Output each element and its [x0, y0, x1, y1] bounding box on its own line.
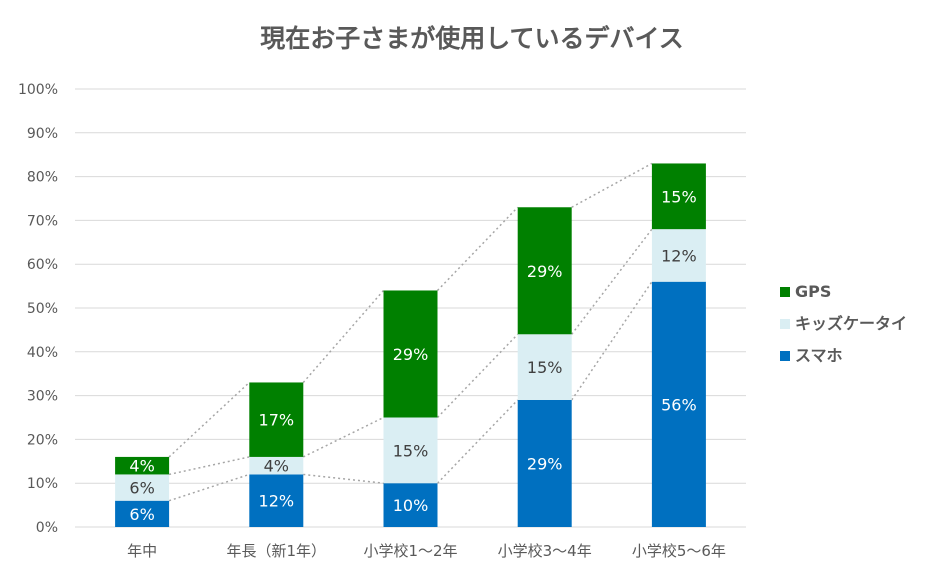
bar-segment [249, 382, 304, 457]
series-line [436, 399, 519, 484]
x-tick-label: 年中 [127, 542, 157, 560]
bar-segment [651, 229, 706, 282]
data-label: 4% [264, 457, 289, 476]
y-tick-label: 80% [27, 170, 58, 186]
series-line [168, 473, 250, 502]
bar-segment [249, 456, 304, 475]
bar-segment [249, 474, 304, 527]
legend-label: GPS [795, 282, 831, 301]
series-line [571, 228, 653, 335]
data-label: 4% [129, 457, 154, 476]
legend-swatch [780, 319, 790, 329]
x-tick-label: 小学校5～6年 [632, 542, 726, 560]
series-line [168, 456, 250, 476]
data-label: 15% [393, 441, 429, 460]
bar-segment [517, 207, 572, 335]
data-label: 15% [661, 187, 697, 206]
data-label: 17% [259, 411, 295, 430]
legend-swatch [780, 351, 790, 361]
y-tick-label: 0% [36, 520, 58, 536]
data-label: 29% [527, 262, 563, 281]
bar-segment [115, 500, 170, 527]
x-tick-label: 年長（新1年） [227, 542, 327, 560]
bar-segment [651, 163, 706, 230]
y-tick-label: 60% [27, 257, 58, 273]
series-line [436, 333, 519, 419]
legend-label: キッズケータイ [795, 314, 907, 333]
bar-segment [383, 483, 438, 527]
series-line [302, 416, 384, 458]
data-label: 6% [129, 479, 154, 498]
legend-label: スマホ [795, 346, 843, 365]
series-line [302, 289, 385, 383]
data-label: 56% [661, 395, 697, 414]
data-label: 29% [393, 345, 429, 364]
series-line [303, 473, 384, 484]
data-label: 12% [259, 492, 295, 511]
data-label: 6% [129, 505, 154, 524]
series-line [168, 381, 250, 458]
chart-title: 現在お子さまが使用しているデバイス [260, 24, 684, 53]
bar-segment [115, 456, 170, 475]
bar-segment [517, 334, 572, 400]
data-label: 10% [393, 496, 429, 515]
bar-segment [517, 399, 572, 527]
bar-segment [651, 281, 706, 527]
series-line [571, 162, 653, 208]
bar-segment [383, 417, 438, 484]
y-tick-label: 20% [27, 432, 58, 448]
data-label: 29% [527, 454, 563, 473]
y-tick-label: 10% [27, 476, 58, 492]
y-tick-label: 100% [18, 82, 58, 98]
series-line [571, 281, 653, 401]
bar-segment [383, 290, 438, 418]
y-tick-label: 70% [27, 213, 58, 229]
y-tick-label: 40% [27, 345, 58, 361]
data-label: 12% [661, 246, 697, 265]
bar-segment [115, 474, 170, 501]
y-tick-label: 30% [27, 389, 58, 405]
legend-swatch [780, 287, 790, 297]
x-tick-label: 小学校3～4年 [498, 542, 592, 560]
x-tick-label: 小学校1～2年 [363, 542, 457, 560]
y-tick-label: 90% [27, 126, 58, 142]
data-label: 15% [527, 358, 563, 377]
series-line [436, 206, 519, 292]
y-tick-label: 50% [27, 301, 58, 317]
